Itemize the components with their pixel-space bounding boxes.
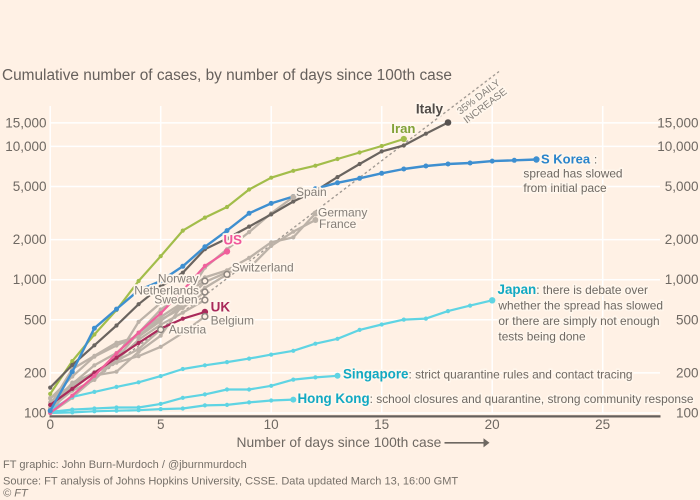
svg-text:spread has slowed: spread has slowed	[523, 167, 622, 181]
svg-text:Spain: Spain	[296, 185, 327, 199]
svg-text:or there are simply not enough: or there are simply not enough	[498, 314, 659, 328]
svg-text:Sweden: Sweden	[154, 293, 197, 307]
svg-text:© FT: © FT	[3, 488, 29, 500]
svg-text:500: 500	[24, 312, 47, 327]
svg-text:1,000: 1,000	[13, 272, 47, 287]
svg-text:5,000: 5,000	[665, 179, 699, 194]
svg-text:10,000: 10,000	[657, 139, 698, 154]
svg-text::: :	[594, 155, 597, 167]
svg-text:France: France	[319, 217, 357, 231]
svg-text:10,000: 10,000	[5, 139, 46, 154]
svg-text:Austria: Austria	[169, 323, 207, 337]
svg-text:200: 200	[676, 365, 699, 380]
svg-text:2,000: 2,000	[665, 232, 699, 247]
svg-text:100: 100	[676, 406, 699, 421]
svg-text:Germany: Germany	[318, 206, 367, 220]
svg-text:15: 15	[374, 417, 389, 432]
svg-text:Netherlands: Netherlands	[134, 284, 199, 298]
svg-text:Iran: Iran	[391, 121, 415, 136]
svg-text:1,000: 1,000	[665, 272, 699, 287]
svg-text:15,000: 15,000	[5, 115, 46, 130]
svg-text:Italy: Italy	[416, 102, 444, 117]
svg-text:Norway: Norway	[158, 272, 199, 286]
svg-text:5: 5	[157, 417, 165, 432]
svg-text:Number of days since 100th cas: Number of days since 100th case	[237, 435, 442, 450]
svg-text:Switzerland: Switzerland	[232, 261, 294, 275]
svg-text:0: 0	[46, 417, 54, 432]
svg-text:100: 100	[24, 406, 47, 421]
svg-text:Singapore: strict quarantine r: Singapore: strict quarantine rules and c…	[343, 367, 633, 382]
svg-text:Source: FT analysis of Johns H: Source: FT analysis of Johns Hopkins Uni…	[3, 476, 458, 488]
svg-text:10: 10	[264, 417, 279, 432]
svg-text:from initial pace: from initial pace	[523, 181, 607, 195]
svg-text:20: 20	[485, 417, 500, 432]
svg-text:200: 200	[24, 365, 47, 380]
svg-text:15,000: 15,000	[657, 115, 698, 130]
svg-text:UK: UK	[211, 300, 231, 315]
svg-text:2,000: 2,000	[13, 232, 47, 247]
svg-text:whether the spread has slowed: whether the spread has slowed	[497, 299, 663, 313]
svg-text:500: 500	[676, 312, 699, 327]
svg-text:5,000: 5,000	[13, 179, 47, 194]
svg-text:Hong Kong: school closures and: Hong Kong: school closures and quarantin…	[298, 391, 694, 406]
svg-text:FT graphic: John Burn-Murdoch: FT graphic: John Burn-Murdoch / @jburnmu…	[3, 459, 247, 471]
svg-text:US: US	[223, 233, 242, 248]
svg-text:tests being done: tests being done	[498, 330, 586, 344]
svg-text:S Korea: S Korea	[541, 152, 591, 167]
svg-text:Japan: there is debate over: Japan: there is debate over	[498, 282, 648, 297]
svg-text:Belgium: Belgium	[211, 314, 254, 328]
svg-text:Cumulative number of cases, by: Cumulative number of cases, by number of…	[2, 67, 452, 84]
svg-text:25: 25	[595, 417, 610, 432]
